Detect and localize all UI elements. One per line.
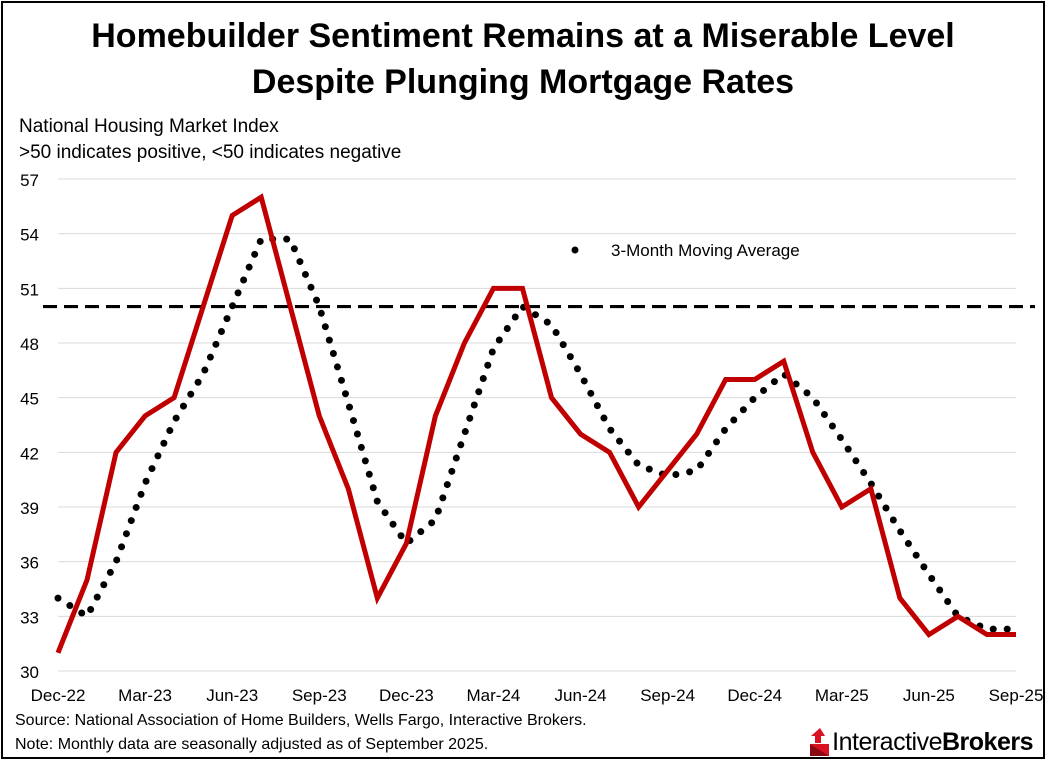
x-tick-label: Sep-23 (292, 686, 347, 705)
line-chart: 30 33 36 39 42 45 48 51 54 57 Dec-22 Mar-23 Jun-23 S… (20, 171, 1044, 705)
chart-subtitle: National Housing Market Index >50 indica… (19, 114, 401, 166)
y-tick-label: 51 (20, 280, 39, 299)
y-tick-label: 42 (20, 444, 39, 463)
y-tick-label: 39 (20, 499, 39, 518)
chart-title-line-1: Homebuilder Sentiment Remains at a Miser… (91, 17, 955, 55)
y-tick-label: 57 (20, 171, 39, 190)
footer-note: Note: Monthly data are seasonally adjust… (15, 736, 489, 753)
x-tick-label: Dec-22 (31, 686, 86, 705)
logo-text-interactive: Interactive (832, 727, 942, 756)
y-tick-label: 45 (20, 390, 39, 409)
y-tick-label: 33 (20, 608, 39, 627)
x-tick-label: Sep-25 (989, 686, 1044, 705)
x-tick-label: Mar-25 (815, 686, 869, 705)
grid-lines (58, 178, 1016, 617)
footer: Source: National Association of Home Bui… (15, 709, 587, 757)
x-tick-label: Jun-24 (555, 686, 607, 705)
chart-title: Homebuilder Sentiment Remains at a Miser… (3, 13, 1043, 105)
x-tick-label: Dec-24 (727, 686, 782, 705)
chart-title-line-2: Despite Plunging Mortgage Rates (251, 63, 795, 101)
subtitle-line-1: National Housing Market Index (19, 116, 279, 137)
y-tick-label: 30 (20, 663, 39, 682)
legend-label-moving-average: 3-Month Moving Average (611, 241, 800, 260)
x-tick-label: Jun-23 (206, 686, 258, 705)
series-layer (54, 193, 1020, 654)
logo-text-brokers: Brokers (942, 727, 1034, 756)
y-tick-label: 48 (20, 335, 39, 354)
x-tick-label: Dec-23 (379, 686, 434, 705)
interactive-brokers-logo: Interactive Brokers (808, 727, 1034, 757)
x-tick-label: Mar-23 (118, 686, 172, 705)
moving-average-line (54, 235, 1020, 633)
x-tick-label: Sep-24 (640, 686, 695, 705)
x-tick-label: Jun-25 (903, 686, 955, 705)
y-tick-label: 36 (20, 554, 39, 573)
x-tick-label: Mar-24 (467, 686, 521, 705)
interactive-brokers-logo-icon (810, 728, 830, 756)
x-axis-tick-labels: Dec-22 Mar-23 Jun-23 Sep-23 Dec-23 Mar-24 Jun-… (31, 686, 1044, 705)
y-axis-tick-labels: 30 33 36 39 42 45 48 51 54 57 (20, 171, 39, 682)
legend: 3-Month Moving Average (571, 241, 800, 260)
footer-source: Source: National Association of Home Bui… (15, 712, 587, 729)
subtitle-line-2: >50 indicates positive, <50 indicates ne… (19, 142, 402, 163)
housing-market-index-line (55, 193, 1016, 654)
y-tick-label: 54 (20, 226, 39, 245)
